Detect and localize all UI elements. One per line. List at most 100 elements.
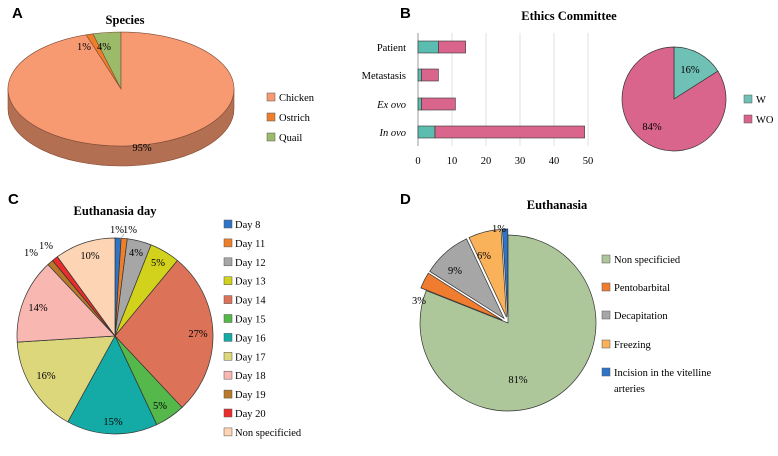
ethics-ylabel-metastasis: Metastasis <box>362 71 406 82</box>
day-legend-swatch-day-17 <box>223 352 233 361</box>
ethics-pie-legend-wo: WO <box>756 115 774 126</box>
euth-label-decapitation: 9% <box>448 266 462 277</box>
day-label-day-15: 5% <box>153 401 167 412</box>
euth-label-incision-in-the-vitelline-arteries: 1% <box>492 224 506 235</box>
euth-slice-freezing <box>468 228 507 318</box>
ethics-pie-legend-w: W <box>756 95 766 106</box>
species-label-quail: 4% <box>97 42 111 53</box>
day-legend-swatch-day-13 <box>223 276 233 285</box>
panel-label-b: B <box>400 5 411 22</box>
euth-legend-non-specificied: Non specificied <box>614 255 681 266</box>
euth-legend-swatch-incision-in-the-vitelline-arteries <box>601 367 611 377</box>
day-label-day-20: 1% <box>39 241 53 252</box>
ethics-bar-in-ovo-w <box>417 125 436 139</box>
euth-legend-decapitation: Decapitation <box>614 311 668 322</box>
euth-slice-pentobarbital <box>420 272 503 321</box>
ethics-xtick-0: 0 <box>415 156 420 167</box>
day-legend-day-18: Day 18 <box>235 371 266 382</box>
euth-legend-swatch-pentobarbital <box>601 282 611 292</box>
day-slice-day-16 <box>67 335 158 435</box>
euth-slice-incision-in-the-vitelline-arteries <box>501 228 509 318</box>
ethics-committee-bar-chart: Ethics Committee 0 10 20 30 40 50 Patient Metas… <box>362 9 618 167</box>
day-legend-day-17: Day 17 <box>235 352 266 363</box>
day-slice-day-18 <box>16 264 116 343</box>
species-chart-title: Species <box>106 13 145 27</box>
day-legend-swatch-day-11 <box>223 238 233 248</box>
day-slice-day-14 <box>114 259 214 408</box>
euth-legend-freezing: Freezing <box>614 340 651 351</box>
euth-legend-line-2: arteries <box>614 384 645 395</box>
euth-legend-swatch-decapitation <box>601 310 611 320</box>
day-legend-day-16: Day 16 <box>235 333 266 344</box>
euth-legend-swatch-freezing <box>601 339 611 349</box>
day-legend-day-15: Day 15 <box>235 315 266 326</box>
day-legend-day-8: Day 8 <box>235 220 260 231</box>
species-label-chicken: 95% <box>132 143 152 154</box>
euth-legend-swatch-non-specificied <box>601 254 611 264</box>
euth-legend-pentobarbital: Pentobarbital <box>614 283 670 294</box>
ethics-bar-patient-w <box>417 40 439 54</box>
ethics-bar-ex-ovo-w <box>417 97 422 111</box>
euth-slice-non-specificied <box>419 234 597 412</box>
ethics-ylabel-patient: Patient <box>377 43 406 54</box>
day-leader-line <box>119 233 125 241</box>
day-slice-day-17 <box>16 335 116 423</box>
ethics-pie-label-w: 16% <box>680 65 700 76</box>
euthanasia-method-pie-chart: Euthanasia 81% 3% 9% 6% 1% Non specificied Pen… <box>412 198 711 412</box>
panel-label-d: D <box>400 191 411 208</box>
species-legend-swatch-quail <box>266 132 276 142</box>
day-label-day-13: 5% <box>151 258 165 269</box>
day-legend-swatch-day-16 <box>223 333 233 342</box>
day-label-day-17: 16% <box>36 371 56 382</box>
day-label-day-12: 4% <box>129 248 143 259</box>
ethics-pie-legend-swatch-wo <box>743 114 753 124</box>
species-legend-swatch-chicken <box>266 92 276 102</box>
euth-slice-decapitation <box>429 238 505 320</box>
ethics-xtick-30: 30 <box>515 156 526 167</box>
species-legend-ostrich: Ostrich <box>279 113 311 124</box>
euthanasia-chart-title: Euthanasia <box>527 198 588 212</box>
day-legend-day-13: Day 13 <box>235 277 266 288</box>
day-label-day-18: 14% <box>28 303 48 314</box>
species-legend-quail: Quail <box>279 133 302 144</box>
day-legend-swatch-non-specificied <box>223 427 233 437</box>
day-label-day-11: 1% <box>123 225 137 236</box>
day-legend-day-12: Day 12 <box>235 258 266 269</box>
day-legend-swatch-day-20 <box>223 408 233 418</box>
day-label-non-specificied: 10% <box>80 251 100 262</box>
ethics-xtick-10: 10 <box>447 156 458 167</box>
ethics-pie-legend-swatch-w <box>743 94 753 104</box>
day-slice-non-specificied <box>56 237 116 338</box>
day-legend-non-specificied: Non specificied <box>235 428 302 439</box>
day-legend-day-20: Day 20 <box>235 409 266 420</box>
ethics-xtick-40: 40 <box>549 156 560 167</box>
day-legend-swatch-day-15 <box>223 314 233 323</box>
day-legend-swatch-day-8 <box>223 219 233 229</box>
ethics-chart-title: Ethics Committee <box>521 9 617 23</box>
day-legend-day-14: Day 14 <box>235 296 266 307</box>
species-legend-swatch-ostrich <box>266 112 276 122</box>
ethics-xtick-20: 20 <box>481 156 492 167</box>
species-pie-chart: Species 95% 1% 4% Chicken Ostrich Quail <box>7 13 315 167</box>
euth-label-freezing: 6% <box>477 251 491 262</box>
ethics-committee-pie-chart: 16% 84% W WO <box>621 46 774 152</box>
panel-label-a: A <box>12 5 23 22</box>
day-label-day-14: 27% <box>188 329 208 340</box>
ethics-pie-slice-w <box>673 46 719 100</box>
day-legend-swatch-day-19 <box>223 389 233 399</box>
day-legend-swatch-day-14 <box>223 295 233 304</box>
euth-legend-line-1: Incision in the vitelline <box>614 368 711 379</box>
euth-legend-incision-in-the-vitelline-arteries: Incision in the vitelline arteries <box>614 368 711 395</box>
ethics-pie-slice-wo <box>621 46 727 152</box>
ethics-bar-metastasis-wo <box>421 68 439 82</box>
euth-label-pentobarbital: 3% <box>412 296 426 307</box>
species-slice-chicken <box>7 31 235 147</box>
day-label-day-16: 15% <box>103 417 123 428</box>
euth-label-non-specificied: 81% <box>508 375 528 386</box>
ethics-bar-ex-ovo-wo <box>421 97 456 111</box>
panel-label-c: C <box>8 191 19 208</box>
day-legend-day-11: Day 11 <box>235 239 265 250</box>
day-label-day-19: 1% <box>24 248 38 259</box>
ethics-ylabel-in-ovo: In ovo <box>378 128 406 139</box>
